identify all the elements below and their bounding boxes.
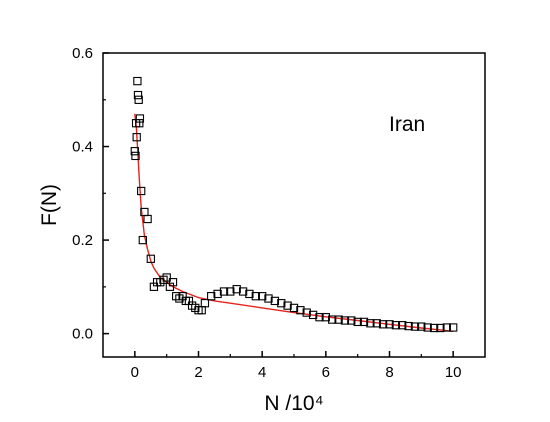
data-point: [442, 323, 451, 332]
data-point: [138, 235, 147, 245]
x-tick-label: 8: [385, 364, 393, 381]
y-tick-label: 0.4: [72, 139, 93, 156]
data-point: [391, 321, 401, 330]
data-point: [340, 316, 350, 325]
x-tick-label: 6: [322, 364, 330, 381]
x-axis-title: N /10⁴: [264, 392, 323, 415]
data-point: [449, 323, 458, 332]
data-point: [135, 114, 145, 123]
data-point: [132, 133, 141, 142]
data-point: [410, 322, 420, 331]
data-point: [385, 320, 394, 329]
data-point: [133, 76, 142, 86]
data-point: [359, 317, 369, 327]
data-point: [308, 310, 318, 320]
data-point: [302, 308, 311, 317]
data-point: [245, 289, 254, 299]
data-point: [258, 292, 267, 301]
x-tick-label: 2: [194, 364, 202, 381]
data-point: [429, 323, 439, 333]
y-axis-title: F(N): [38, 184, 61, 226]
data-point: [131, 151, 140, 161]
data-point: [168, 278, 178, 287]
y-tick-label: 0.0: [72, 326, 93, 343]
data-point: [219, 287, 229, 296]
data-point: [378, 320, 388, 329]
data-point: [264, 294, 273, 303]
x-axis-ticks: 0 2 4 6 8 10: [131, 351, 462, 381]
data-point: [232, 285, 241, 294]
data-point: [162, 273, 171, 282]
x-tick-label: 4: [258, 364, 266, 381]
data-point: [366, 319, 375, 328]
country-annotation: Iran: [389, 113, 425, 136]
data-point: [226, 287, 235, 296]
data-point: [328, 315, 337, 324]
data-point: [134, 95, 143, 104]
data-point: [251, 292, 260, 301]
data-point: [423, 323, 432, 332]
data-point: [130, 147, 139, 156]
x-tick-label: 10: [445, 364, 462, 381]
data-point: [334, 315, 343, 324]
data-point: [137, 186, 146, 196]
data-point: [398, 321, 407, 330]
data-point: [353, 317, 362, 327]
data-point: [143, 214, 152, 224]
data-point: [270, 296, 280, 306]
x-tick-label: 0: [131, 364, 139, 381]
data-point: [135, 119, 144, 128]
data-points-layer: [130, 76, 458, 333]
data-point: [200, 299, 210, 308]
data-point: [315, 313, 324, 322]
data-point: [321, 313, 330, 322]
data-point: [289, 303, 299, 313]
data-point: [372, 319, 381, 328]
data-point: [347, 316, 356, 325]
data-point: [238, 287, 248, 296]
data-point: [207, 292, 216, 301]
y-tick-label: 0.6: [72, 45, 93, 62]
data-point: [436, 323, 445, 333]
data-point: [133, 90, 143, 100]
data-point: [146, 254, 155, 263]
data-point: [277, 299, 286, 308]
data-point: [213, 289, 222, 299]
y-tick-label: 0.2: [72, 232, 93, 249]
data-point: [404, 321, 413, 331]
y-axis-ticks: 0.0 0.2 0.4 0.6: [72, 45, 109, 343]
data-point: [417, 322, 426, 331]
data-point: [283, 301, 292, 310]
data-point: [296, 306, 305, 315]
